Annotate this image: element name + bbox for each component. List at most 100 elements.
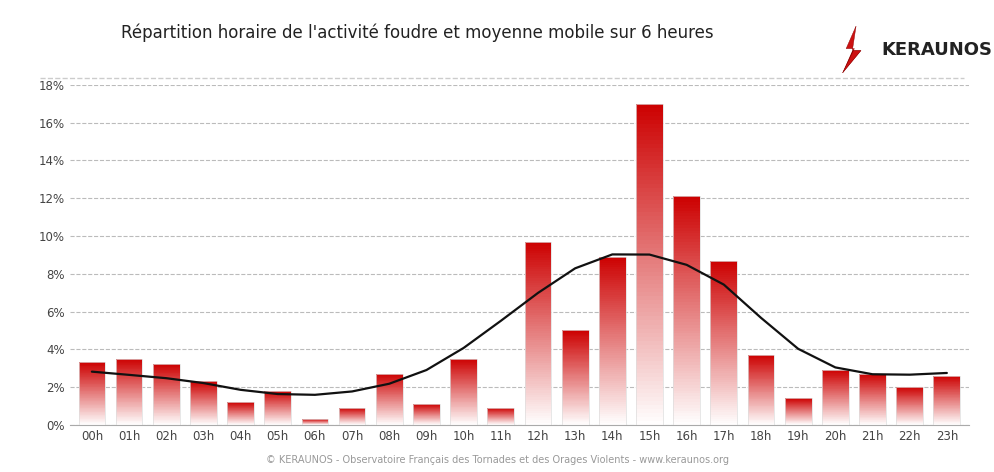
Bar [711,413,738,414]
Bar [747,375,774,376]
Bar [711,345,738,347]
Bar [897,388,923,389]
Bar [822,397,849,398]
Bar [933,390,960,391]
Bar [711,370,738,371]
Bar [599,337,625,339]
Bar [525,352,552,354]
Bar [933,378,960,379]
Bar [859,379,886,380]
Bar [562,346,588,347]
Bar [525,374,552,377]
Bar [153,423,180,424]
Bar [933,386,960,387]
Bar [153,415,180,416]
Bar [450,378,477,379]
Bar [562,366,588,367]
Bar [673,379,700,382]
Bar [933,385,960,386]
Bar [711,376,738,378]
Bar [673,316,700,319]
Bar [673,239,700,242]
Bar [599,326,625,328]
Bar [79,420,105,421]
Bar [933,418,960,419]
Bar [636,364,663,369]
Bar [525,317,552,320]
Bar [711,302,738,303]
Bar [859,411,886,412]
Bar [599,397,625,400]
Bar [115,423,142,424]
Bar [599,339,625,341]
Bar [636,140,663,144]
Bar [414,404,439,425]
Bar [933,423,960,424]
Bar [115,404,142,405]
Bar [636,272,663,276]
Bar [673,348,700,351]
Bar [562,422,588,424]
Bar [525,368,552,370]
Bar [79,400,105,401]
Bar [153,372,180,373]
Bar [933,404,960,405]
Bar [711,261,738,425]
Bar [636,341,663,345]
Bar [859,385,886,386]
Bar [636,232,663,236]
Bar [376,415,403,416]
Bar [897,418,923,419]
Bar [599,354,625,355]
Bar [636,172,663,176]
Bar [115,395,142,396]
Bar [822,378,849,379]
Bar [153,384,180,385]
Bar [599,320,625,322]
Bar [747,373,774,374]
Bar [450,375,477,376]
Bar [673,265,700,268]
Bar [190,418,217,419]
Bar [264,391,291,425]
Bar [190,399,217,400]
Bar [190,393,217,394]
Bar [673,282,700,285]
Bar [450,401,477,402]
Bar [450,407,477,408]
Bar [376,378,403,379]
Bar [933,417,960,418]
Bar [115,391,142,392]
Bar [115,420,142,421]
Bar [525,336,552,338]
Bar [673,336,700,339]
Bar [190,405,217,406]
Bar [673,213,700,216]
Bar [711,388,738,390]
Bar [562,378,588,379]
Bar [822,404,849,405]
Bar [450,382,477,383]
Bar [79,410,105,411]
Bar [711,312,738,314]
Bar [897,414,923,415]
Bar [822,396,849,397]
Bar [525,244,552,246]
Bar [859,376,886,377]
Bar [525,402,552,404]
Bar [153,409,180,410]
Bar [747,421,774,422]
Bar [376,420,403,421]
Bar [673,294,700,296]
Bar [711,269,738,271]
Bar [636,216,663,220]
Bar [115,424,142,425]
Bar [79,369,105,370]
Bar [79,389,105,390]
Bar [599,421,625,423]
Bar [711,414,738,417]
Bar [376,408,403,409]
Bar [190,396,217,397]
Bar [79,401,105,402]
Bar [115,408,142,409]
